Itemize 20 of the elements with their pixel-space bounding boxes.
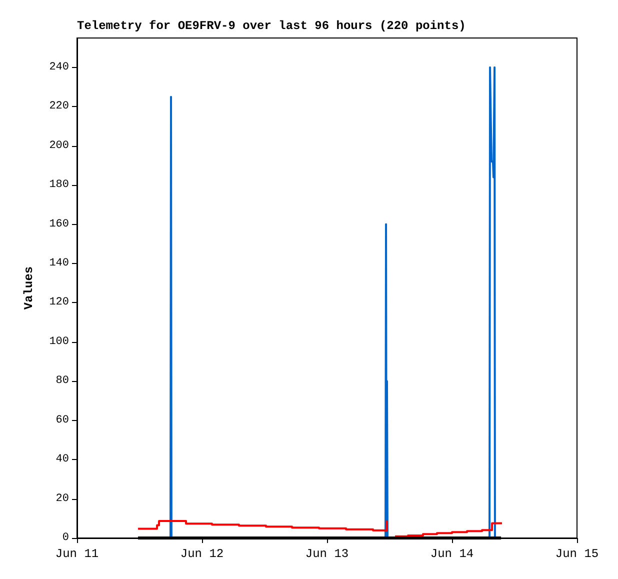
y-tick-label: 60 (56, 414, 69, 426)
y-tick-label: 0 (62, 532, 69, 544)
y-tick-label: 240 (49, 61, 69, 74)
y-tick-label: 220 (49, 100, 69, 113)
x-tick-label: Jun 14 (430, 547, 474, 561)
y-tick-label: 100 (49, 336, 69, 348)
y-axis-title: Values (22, 266, 36, 310)
chart-title: Telemetry for OE9FRV-9 over last 96 hours (220 points) (77, 19, 466, 33)
y-tick-label: 200 (49, 140, 69, 152)
y-tick-label: 140 (49, 257, 69, 270)
x-tick-label: Jun 13 (305, 547, 349, 561)
x-tick-label: Jun 12 (180, 547, 224, 561)
y-tick-label: 20 (56, 492, 69, 505)
x-tick-label: Jun 15 (555, 547, 599, 561)
y-tick-label: 160 (49, 218, 69, 230)
x-tick-label: Jun 11 (55, 547, 99, 561)
y-tick-label: 80 (56, 375, 69, 388)
y-tick-label: 40 (56, 454, 69, 466)
y-tick-label: 180 (49, 179, 69, 192)
y-tick-label: 120 (49, 296, 69, 309)
